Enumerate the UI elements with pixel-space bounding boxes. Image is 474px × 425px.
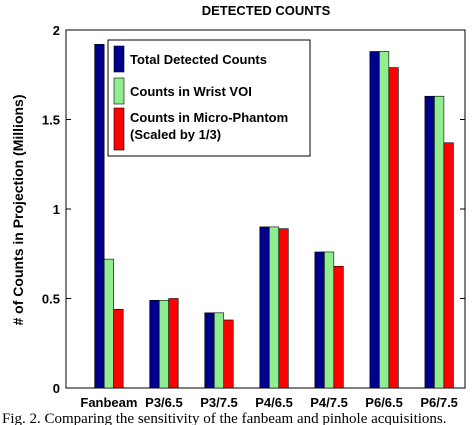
x-tick-label: P3/6.5 bbox=[145, 395, 183, 410]
tick-labels: 0 0.5 1 1.5 2 Fanbeam P3/6.5 P3/7.5 P4/6.5 P4/7.5… bbox=[42, 23, 458, 410]
x-tick-label: P3/7.5 bbox=[200, 395, 238, 410]
legend-swatch-2 bbox=[113, 77, 125, 105]
x-tick-label: P6/6.5 bbox=[365, 395, 403, 410]
bar-p6-6-5-series-1 bbox=[369, 51, 380, 389]
bar-p3-7-5-series-1 bbox=[204, 312, 215, 389]
legend-label-3: Counts in Micro-Phantom bbox=[130, 110, 288, 125]
x-tick-label: P4/7.5 bbox=[310, 395, 348, 410]
bar-p3-6-5-series-1 bbox=[149, 299, 160, 389]
bar-p4-7-5-series-3 bbox=[333, 265, 344, 389]
y-tick-label: 1 bbox=[53, 202, 60, 217]
bar-fanbeam-series-3 bbox=[113, 308, 124, 389]
x-tick-label: P4/6.5 bbox=[255, 395, 293, 410]
bar-p6-6-5-series-2 bbox=[379, 51, 390, 389]
y-tick-label: 0 bbox=[53, 381, 60, 396]
bar-p3-7-5-series-2 bbox=[213, 312, 225, 389]
legend-label-2: Counts in Wrist VOI bbox=[130, 84, 252, 99]
bar-fanbeam-series-2 bbox=[103, 258, 114, 389]
bar-p4-6-5-series-2 bbox=[268, 226, 280, 389]
bar-p4-7-5-series-2 bbox=[324, 251, 335, 389]
x-tick-label: Fanbeam bbox=[80, 395, 137, 410]
bar-p3-6-5-series-2 bbox=[158, 299, 170, 389]
bar-p4-6-5-series-3 bbox=[278, 228, 289, 389]
chart-title: DETECTED COUNTS bbox=[202, 3, 331, 18]
x-tick-label: P6/7.5 bbox=[420, 395, 458, 410]
y-axis-label: # of Counts in Projection (Millions) bbox=[10, 95, 26, 326]
bar-fanbeam-series-1 bbox=[94, 44, 105, 389]
bar-p6-6-5-series-3 bbox=[388, 67, 399, 389]
bars bbox=[94, 44, 454, 389]
figure-caption: Fig. 2. Comparing the sensitivity of the… bbox=[2, 411, 447, 425]
y-tick-label: 0.5 bbox=[42, 292, 60, 307]
legend: Total Detected Counts Counts in Wrist VOI… bbox=[107, 39, 311, 157]
legend-label-1: Total Detected Counts bbox=[130, 52, 267, 67]
bar-p4-6-5-series-1 bbox=[259, 226, 270, 389]
bar-p6-7-5-series-1 bbox=[424, 95, 435, 389]
legend-box bbox=[107, 39, 311, 157]
y-tick-label: 1.5 bbox=[42, 113, 60, 128]
bar-p6-7-5-series-3 bbox=[443, 142, 454, 389]
bar-p4-7-5-series-1 bbox=[314, 251, 325, 389]
bar-p3-6-5-series-3 bbox=[168, 298, 179, 389]
bar-p3-7-5-series-3 bbox=[223, 319, 234, 389]
bar-p6-7-5-series-2 bbox=[434, 95, 445, 389]
legend-swatch-3 bbox=[113, 107, 125, 151]
legend-swatch-1 bbox=[113, 45, 125, 73]
y-tick-label: 2 bbox=[53, 23, 60, 38]
legend-label-3: (Scaled by 1/3) bbox=[130, 127, 221, 142]
